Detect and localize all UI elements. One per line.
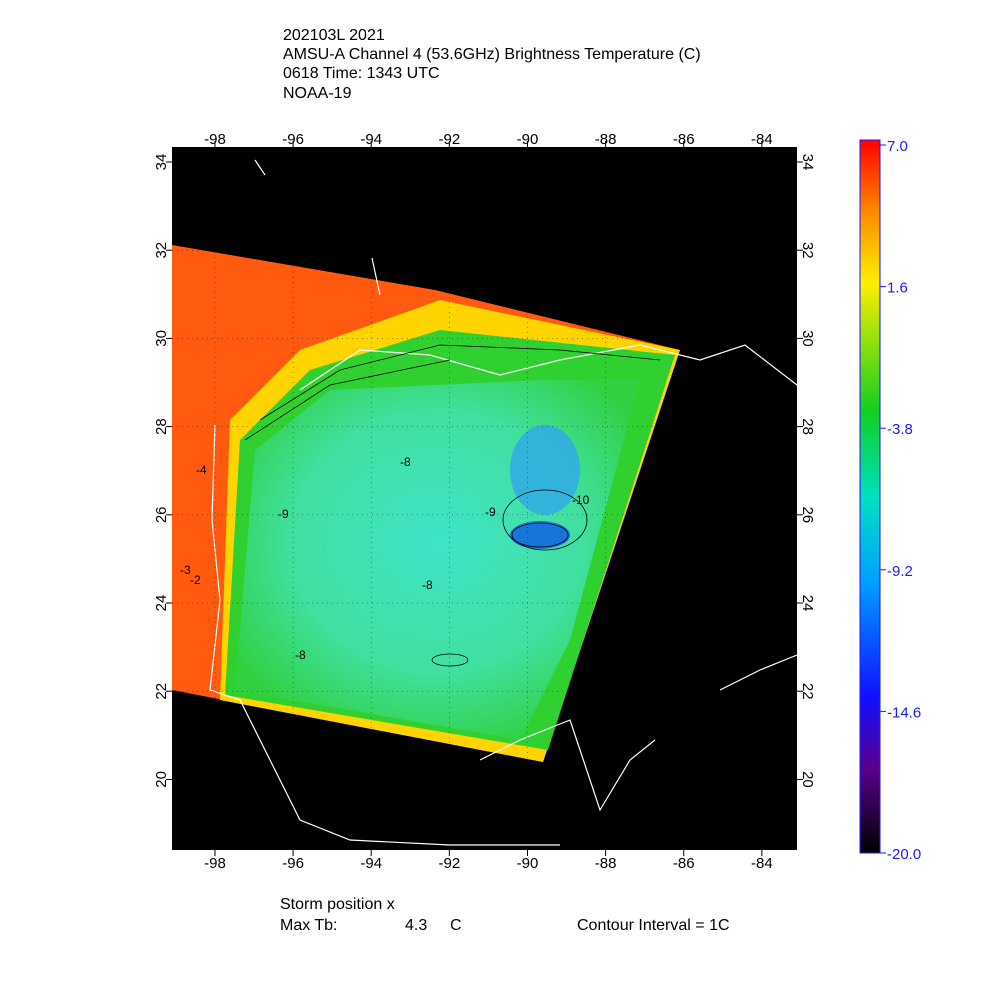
y-tick-label: 28 [799, 418, 816, 435]
title-line: NOAA-19 [283, 85, 352, 102]
contour-label: -8 [400, 455, 411, 469]
contour-label: -9 [278, 507, 289, 521]
x-tick-label: -90 [517, 855, 539, 872]
y-tick-label: 32 [153, 242, 170, 259]
x-tick-label: -98 [204, 131, 226, 148]
x-tick-label: -94 [360, 131, 382, 148]
storm-position: Storm position x [280, 896, 395, 913]
contour-label: -2 [190, 573, 201, 587]
contour [511, 522, 569, 548]
contour-label: -8 [422, 578, 433, 592]
y-tick-label: 20 [153, 771, 170, 788]
contour-label: -10 [572, 493, 590, 507]
max-tb-label: Max Tb: [280, 917, 338, 934]
x-tick-label: -86 [673, 855, 695, 872]
y-tick-label: 28 [153, 418, 170, 435]
max-tb-unit: C [450, 917, 462, 934]
y-tick-label: 30 [799, 330, 816, 347]
colorbar [859, 139, 881, 854]
y-tick-label: 26 [153, 506, 170, 523]
y-tick-label: 32 [799, 242, 816, 259]
y-tick-label: 20 [799, 771, 816, 788]
y-tick-label: 24 [799, 595, 816, 612]
cold-spot [510, 521, 570, 549]
title-line: 202103L 2021 [283, 27, 385, 44]
x-tick-label: -84 [751, 131, 773, 148]
colorbar-tick-label: 7.0 [887, 138, 908, 155]
contour [502, 489, 588, 551]
y-tick-label: 22 [799, 683, 816, 700]
y-tick-label: 22 [153, 683, 170, 700]
x-tick-label: -92 [439, 855, 461, 872]
y-tick-label: 34 [153, 154, 170, 171]
cold-spot [510, 425, 580, 515]
colorbar-tick-label: -3.8 [887, 421, 913, 438]
colorbar-tick-label: -14.6 [887, 704, 921, 721]
colorbar-tick-label: -9.2 [887, 563, 913, 580]
x-tick-label: -96 [282, 131, 304, 148]
colorbar-tick-label: 1.6 [887, 280, 908, 297]
contour-label: -3 [180, 563, 191, 577]
contour [244, 359, 451, 441]
x-tick-label: -88 [595, 131, 617, 148]
x-tick-label: -94 [360, 855, 382, 872]
x-tick-label: -84 [751, 855, 773, 872]
contour-label: -9 [485, 505, 496, 519]
y-tick-label: 34 [799, 154, 816, 171]
contour-label: -8 [295, 648, 306, 662]
title-line: AMSU-A Channel 4 (53.6GHz) Brightness Te… [283, 46, 701, 63]
contour [431, 653, 469, 667]
y-tick-label: 24 [153, 595, 170, 612]
x-tick-label: -90 [517, 131, 539, 148]
y-tick-label: 26 [799, 506, 816, 523]
x-tick-label: -96 [282, 855, 304, 872]
title-line: 0618 Time: 1343 UTC [283, 65, 440, 82]
x-tick-label: -88 [595, 855, 617, 872]
x-tick-label: -92 [439, 131, 461, 148]
contour-label: -4 [196, 463, 207, 477]
colorbar-tick-label: -20.0 [887, 846, 921, 863]
x-tick-label: -86 [673, 131, 695, 148]
x-tick-label: -98 [204, 855, 226, 872]
coastline [209, 159, 798, 846]
y-tick-label: 30 [153, 330, 170, 347]
max-tb-value: 4.3 [405, 917, 427, 934]
contour [259, 344, 661, 421]
contour-interval: Contour Interval = 1C [577, 917, 730, 934]
